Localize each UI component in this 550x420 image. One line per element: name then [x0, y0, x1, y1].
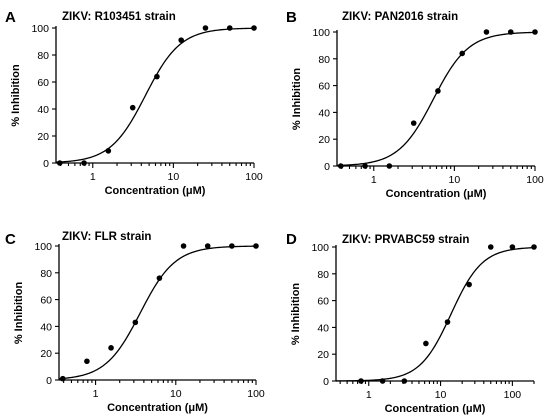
- x-tick-label: 10: [168, 171, 180, 183]
- data-point: [253, 243, 259, 249]
- data-point: [466, 281, 472, 288]
- data-point: [487, 244, 494, 250]
- y-tick-label: 80: [318, 54, 330, 66]
- x-tick-label: 100: [245, 171, 263, 183]
- data-point: [459, 50, 465, 57]
- x-axis-label: Concentration (μM): [107, 402, 208, 414]
- data-point: [358, 378, 364, 384]
- panel-letter: B: [286, 9, 297, 26]
- x-axis-label: Concentration (μM): [386, 188, 487, 200]
- y-tick-label: 100: [311, 242, 329, 254]
- y-tick-label: 20: [37, 131, 49, 143]
- y-tick-label: 20: [40, 348, 52, 360]
- data-point: [509, 244, 516, 250]
- y-tick-label: 60: [37, 77, 49, 89]
- y-tick-label: 80: [40, 268, 52, 280]
- data-point: [362, 163, 368, 169]
- y-tick-label: 60: [318, 81, 330, 93]
- data-point: [386, 163, 393, 169]
- y-axis-label: % Inhibition: [291, 68, 303, 131]
- data-point: [251, 25, 257, 31]
- data-point: [226, 25, 233, 31]
- y-axis-label: % Inhibition: [290, 283, 302, 346]
- fit-curve: [336, 31, 536, 167]
- x-tick-label: 1: [93, 388, 99, 400]
- x-tick-label: 10: [435, 389, 447, 401]
- y-tick-label: 40: [317, 322, 329, 334]
- x-axis-label: Concentration (μM): [105, 185, 206, 197]
- data-point: [81, 160, 87, 166]
- data-point: [337, 163, 344, 169]
- data-point: [108, 345, 114, 351]
- y-tick-label: 20: [317, 349, 329, 361]
- chart-panel-d: D ZIKV: PRVABC59 strain 0 20 40 60 80 100 1 10 100…: [286, 231, 537, 415]
- y-tick-label: 40: [318, 107, 330, 119]
- panel-letter: D: [286, 231, 297, 248]
- data-point: [105, 148, 112, 154]
- y-tick-label: 80: [37, 50, 49, 62]
- y-tick-label: 80: [317, 269, 329, 281]
- data-point: [444, 319, 451, 325]
- data-point: [229, 243, 235, 249]
- fit-curve: [335, 247, 535, 382]
- y-tick-label: 0: [43, 158, 49, 170]
- panel-letter: A: [5, 9, 16, 26]
- data-point: [154, 73, 160, 80]
- chart-panel-b: B ZIKV: PAN2016 strain 0 20 40 60 80 100 1 10 100 C…: [286, 9, 544, 200]
- x-tick-label: 10: [449, 174, 461, 186]
- chart-title: ZIKV: PRVABC59 strain: [342, 234, 469, 246]
- x-tick-label: 1: [371, 174, 377, 186]
- chart-title: ZIKV: R103451 strain: [62, 11, 176, 23]
- chart-panel-c: C ZIKV: FLR strain 0 20 40 60 80 100 1 10 100 Conce…: [5, 231, 265, 414]
- x-tick-label: 100: [526, 174, 544, 186]
- y-axis-label: % Inhibition: [10, 64, 22, 127]
- data-point: [410, 120, 417, 126]
- data-point: [532, 29, 538, 35]
- data-point: [59, 375, 66, 382]
- y-axis-label: % Inhibition: [13, 282, 25, 345]
- data-point: [84, 358, 90, 365]
- panel-letter: C: [5, 231, 16, 248]
- data-point: [531, 244, 537, 250]
- data-point: [132, 319, 139, 326]
- data-point: [129, 104, 136, 111]
- x-tick-label: 10: [170, 388, 182, 400]
- data-point: [56, 160, 63, 166]
- data-point: [401, 378, 408, 384]
- chart-panel-a: A ZIKV: R103451 strain 0 20 40 60 80 100 1 10 100 C…: [5, 9, 263, 197]
- data-point: [423, 340, 429, 347]
- data-point: [156, 275, 163, 281]
- data-point: [204, 243, 211, 249]
- x-tick-label: 1: [366, 389, 372, 401]
- y-tick-label: 0: [323, 376, 329, 388]
- data-point: [379, 378, 386, 384]
- y-tick-label: 100: [34, 241, 52, 253]
- y-tick-label: 0: [324, 161, 330, 173]
- data-point: [180, 243, 187, 249]
- data-point: [202, 25, 209, 31]
- data-point: [178, 37, 184, 43]
- y-tick-label: 40: [40, 321, 52, 333]
- y-tick-label: 60: [40, 295, 52, 307]
- y-tick-label: 100: [31, 23, 49, 35]
- data-point: [483, 29, 490, 35]
- x-tick-label: 1: [90, 171, 96, 183]
- y-tick-label: 0: [46, 375, 52, 387]
- y-tick-label: 100: [312, 27, 330, 39]
- y-tick-label: 60: [317, 296, 329, 308]
- x-tick-label: 100: [504, 389, 522, 401]
- chart-title: ZIKV: PAN2016 strain: [342, 11, 458, 23]
- fit-curve: [55, 27, 255, 163]
- fit-curve: [58, 245, 257, 380]
- data-point: [435, 88, 441, 94]
- data-point: [507, 29, 514, 35]
- chart-title: ZIKV: FLR strain: [62, 231, 151, 243]
- y-tick-label: 40: [37, 104, 49, 116]
- x-axis-label: Concentration (μM): [385, 403, 486, 415]
- x-tick-label: 100: [247, 388, 265, 400]
- y-tick-label: 20: [318, 134, 330, 146]
